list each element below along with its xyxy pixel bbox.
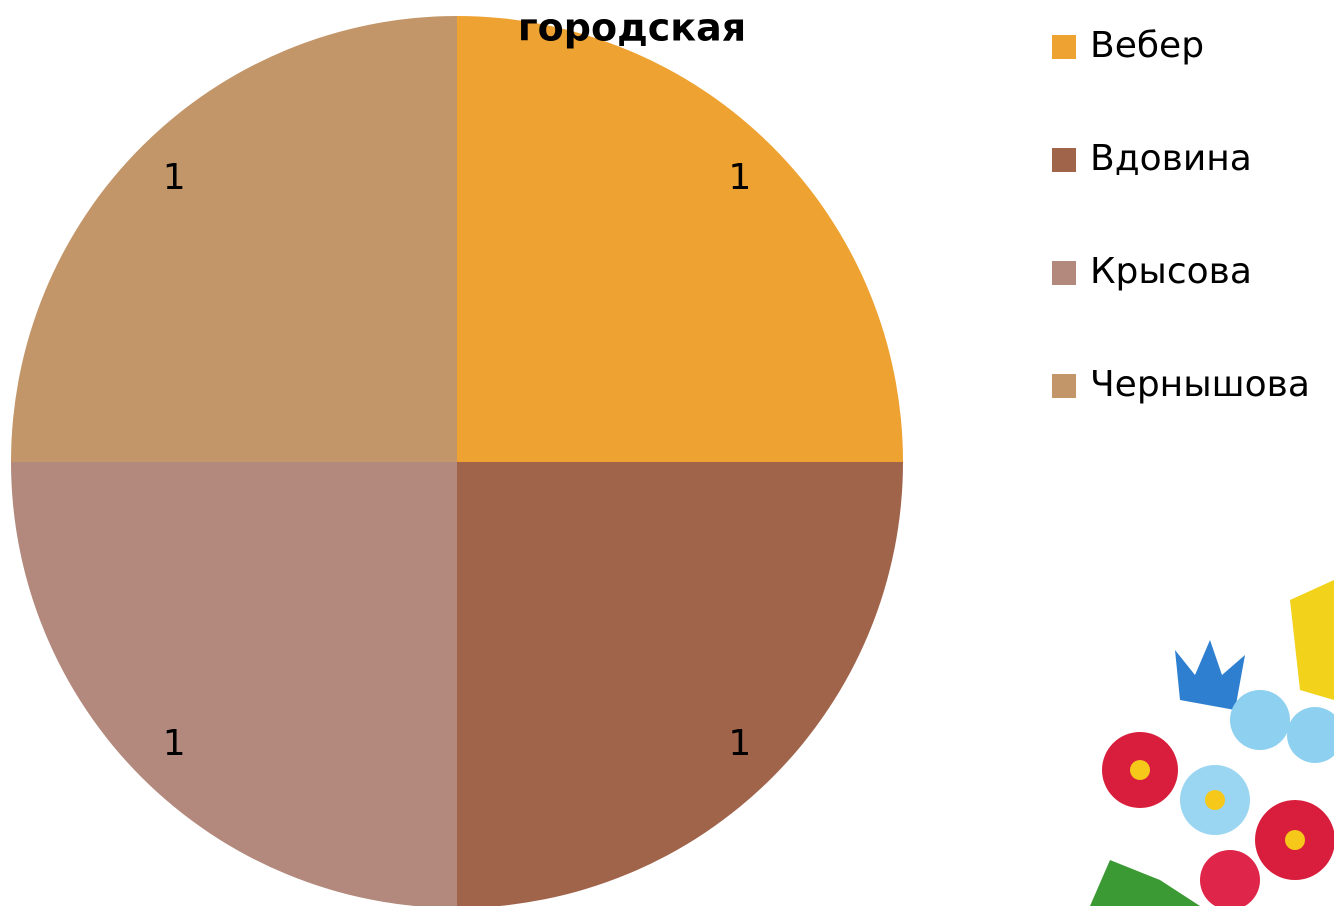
pie-slice [457, 462, 903, 906]
legend-swatch [1052, 35, 1076, 59]
legend-label: Крысова [1090, 251, 1252, 292]
legend-swatch [1052, 374, 1076, 398]
chart-title: городская [518, 6, 746, 50]
legend-label: Вебер [1090, 25, 1204, 66]
pie-slice [11, 462, 457, 906]
legend-swatch [1052, 261, 1076, 285]
pie-slice [11, 16, 457, 462]
legend-label: Вдовина [1090, 138, 1252, 179]
legend-label: Чернышова [1090, 364, 1310, 405]
legend-swatch [1052, 148, 1076, 172]
chart: 1 1 1 1 городская Вебер Вдовина Крысова Черныш… [0, 0, 1334, 906]
pie: 1 1 1 1 [11, 16, 903, 906]
data-label: 1 [728, 157, 751, 198]
data-label: 1 [163, 157, 186, 198]
legend: Вебер Вдовина Крысова Чернышова [1052, 25, 1310, 405]
decoration-flowers [1090, 580, 1334, 906]
data-label: 1 [728, 723, 751, 764]
pie-slice [457, 16, 903, 462]
data-label: 1 [163, 723, 186, 764]
